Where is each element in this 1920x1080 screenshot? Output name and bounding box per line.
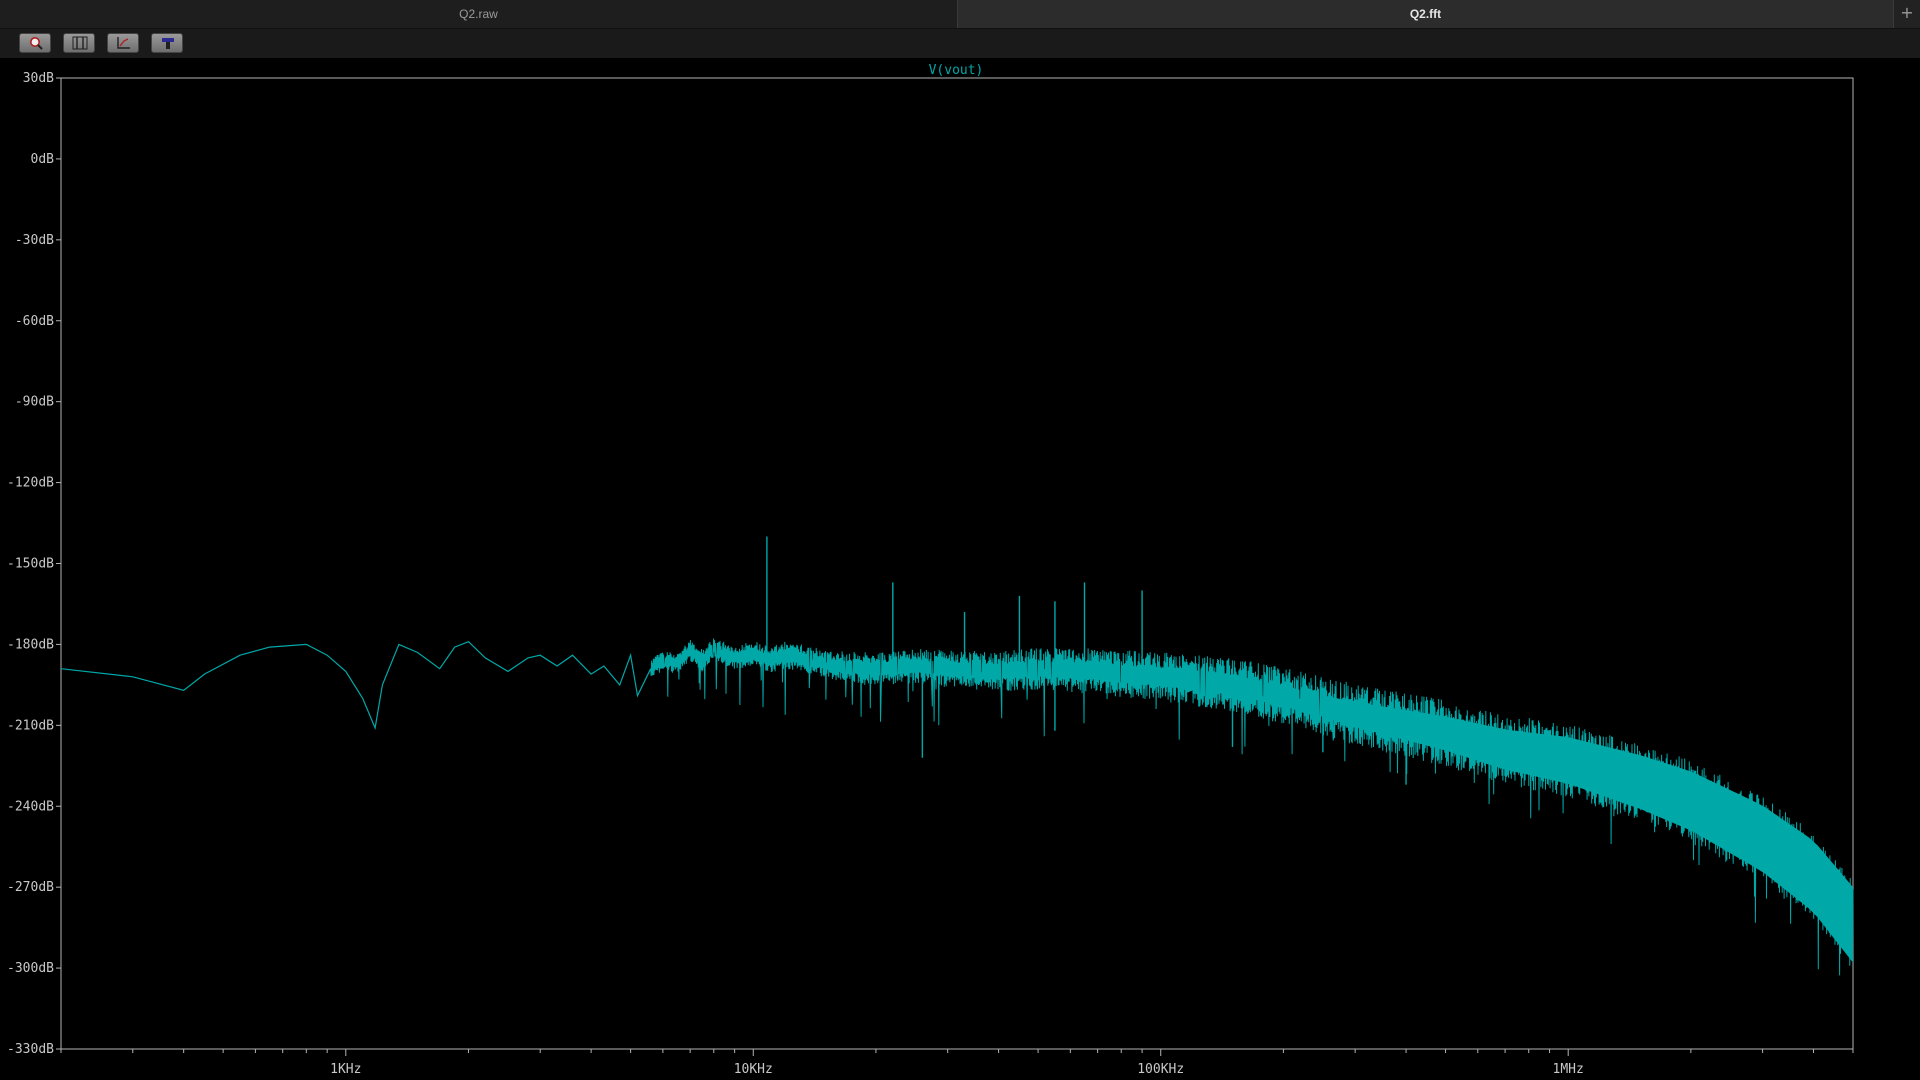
probe-icon xyxy=(162,38,174,49)
tab-bar: Q2.raw Q2.fft + xyxy=(0,0,1920,29)
zoom-icon xyxy=(30,37,43,50)
x-tick-label: 1MHz xyxy=(1553,1062,1584,1077)
plot-toolbar xyxy=(0,29,1920,58)
cursor-measure-button[interactable] xyxy=(63,33,95,53)
plot-frame xyxy=(60,77,1854,1050)
y-tick-label: -120dB xyxy=(7,476,54,491)
y-tick-label: -30dB xyxy=(15,233,54,248)
y-tick-label: -90dB xyxy=(15,395,54,410)
trace-dense-band xyxy=(1322,695,1853,963)
y-tick-label: -180dB xyxy=(7,637,54,652)
x-tick-label: 1KHz xyxy=(330,1062,361,1077)
waveform-plot-area[interactable]: V(vout) 30dB 0dB -30dB -60dB -90dB -120dB -150… xyxy=(0,58,1920,1080)
y-tick-label: -60dB xyxy=(15,314,54,329)
tab-q2-fft[interactable]: Q2.fft xyxy=(958,0,1894,28)
trace-title[interactable]: V(vout) xyxy=(929,63,984,78)
x-tick-label: 10KHz xyxy=(734,1062,773,1077)
probe-button[interactable] xyxy=(151,33,183,53)
y-tick-label: 30dB xyxy=(23,71,54,86)
trace-low-freq xyxy=(60,641,652,731)
zoom-button[interactable] xyxy=(19,33,51,53)
axis-settings-button[interactable] xyxy=(107,33,139,53)
y-tick-label: -300dB xyxy=(7,961,54,976)
cursor-measure-icon xyxy=(72,36,88,50)
axis-settings-icon xyxy=(117,37,130,49)
y-tick-label: -210dB xyxy=(7,718,54,733)
tab-q2-raw[interactable]: Q2.raw xyxy=(0,0,958,28)
fft-chart: V(vout) 30dB 0dB -30dB -60dB -90dB -120dB -150… xyxy=(7,63,1854,1077)
y-tick-label: -240dB xyxy=(7,799,54,814)
y-tick-label: -270dB xyxy=(7,880,54,895)
y-tick-label: 0dB xyxy=(31,152,55,167)
y-axis-ticks: 30dB 0dB -30dB -60dB -90dB -120dB -150dB -180dB… xyxy=(7,71,61,1057)
x-tick-label: 100KHz xyxy=(1137,1062,1184,1077)
trace-v-vout xyxy=(60,536,1854,976)
y-tick-label: -330dB xyxy=(7,1042,54,1057)
y-tick-label: -150dB xyxy=(7,557,54,572)
x-axis-ticks: 1KHz 10KHz 100KHz 1MHz xyxy=(60,1049,1854,1077)
add-tab-button[interactable]: + xyxy=(1894,0,1920,28)
